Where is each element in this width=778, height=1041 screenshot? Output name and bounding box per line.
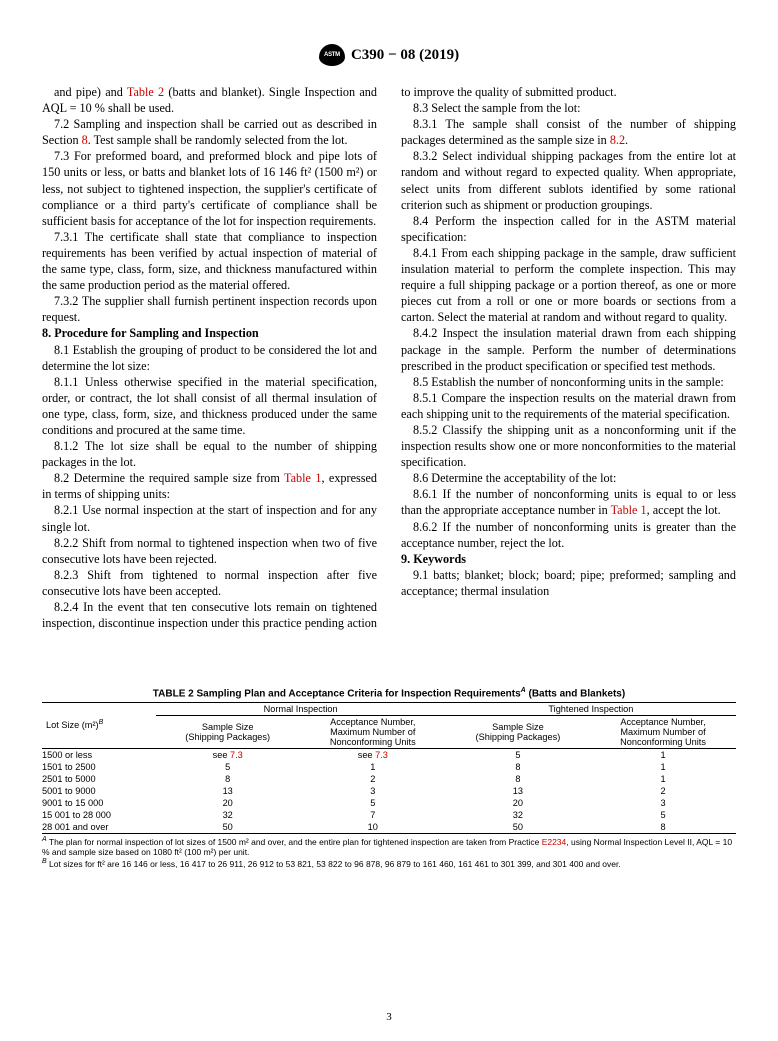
th-lot-size: Lot Size (m²)B (42, 702, 156, 748)
table-cell: 1501 to 2500 (42, 761, 156, 773)
table-cell: 8 (156, 773, 300, 785)
para-8-2-2: 8.2.2 Shift from normal to tightened ins… (42, 535, 377, 567)
table-cell: 2 (590, 785, 736, 797)
table-cell: 1 (590, 748, 736, 761)
table-cell: 1 (300, 761, 446, 773)
table-cell: 9001 to 15 000 (42, 797, 156, 809)
table-2-caption: TABLE 2 Sampling Plan and Acceptance Cri… (42, 687, 736, 699)
table-cell: 50 (446, 821, 590, 834)
para-8-1-2: 8.1.2 The lot size shall be equal to the… (42, 438, 377, 470)
th-tight-ss: Sample Size (Shipping Packages) (446, 715, 590, 748)
para-9-1: 9.1 batts; blanket; block; board; pipe; … (401, 567, 736, 599)
footnote-b: B Lot sizes for ft² are 16 146 or less, … (42, 858, 736, 869)
table-cell: 50 (156, 821, 300, 834)
th-norm-ss: Sample Size (Shipping Packages) (156, 715, 300, 748)
table-cell: 32 (446, 809, 590, 821)
table-row: 5001 to 9000133132 (42, 785, 736, 797)
para-8-3: 8.3 Select the sample from the lot: (401, 100, 736, 116)
para-8-3-1: 8.3.1 The sample shall consist of the nu… (401, 116, 736, 148)
table-cell: 28 001 and over (42, 821, 156, 834)
para-7-3-2: 7.3.2 The supplier shall furnish pertine… (42, 293, 377, 325)
para-7-1-cont: and pipe) and Table 2 (batts and blanket… (42, 84, 377, 116)
th-normal: Normal Inspection (156, 702, 446, 715)
table-cell: 3 (590, 797, 736, 809)
para-8-3-2: 8.3.2 Select individual shipping package… (401, 148, 736, 212)
table-cell: 5001 to 9000 (42, 785, 156, 797)
para-8-6: 8.6 Determine the acceptability of the l… (401, 470, 736, 486)
page-number: 3 (386, 1011, 392, 1023)
table-cell: 8 (446, 773, 590, 785)
table-cell: 20 (156, 797, 300, 809)
doc-designation: C390 − 08 (2019) (351, 47, 459, 64)
table-row: 1500 or lesssee 7.3see 7.351 (42, 748, 736, 761)
table-cell: 2501 to 5000 (42, 773, 156, 785)
table-row: 15 001 to 28 000327325 (42, 809, 736, 821)
table-cell: 8 (590, 821, 736, 834)
table-cell: 15 001 to 28 000 (42, 809, 156, 821)
e2234-ref: E2234 (542, 836, 567, 846)
table-cell: see 7.3 (300, 748, 446, 761)
para-8-4-2: 8.4.2 Inspect the insulation material dr… (401, 325, 736, 373)
table-2: Lot Size (m²)B Normal Inspection Tighten… (42, 702, 736, 834)
table-cell: 5 (590, 809, 736, 821)
table-2-footnotes: A The plan for normal inspection of lot … (42, 836, 736, 870)
para-7-2: 7.2 Sampling and inspection shall be car… (42, 116, 377, 148)
para-8-4: 8.4 Perform the inspection called for in… (401, 213, 736, 245)
para-8-1-1: 8.1.1 Unless otherwise specified in the … (42, 374, 377, 438)
table-cell: 2 (300, 773, 446, 785)
section82-ref: 8.2 (610, 133, 625, 147)
table-2-block: TABLE 2 Sampling Plan and Acceptance Cri… (42, 687, 736, 869)
para-8-5-1: 8.5.1 Compare the inspection results on … (401, 390, 736, 422)
body-columns: and pipe) and Table 2 (batts and blanket… (42, 84, 736, 631)
table-cell: see 7.3 (156, 748, 300, 761)
table-row: 9001 to 15 000205203 (42, 797, 736, 809)
table-cell: 1 (590, 761, 736, 773)
footnote-a: A The plan for normal inspection of lot … (42, 836, 736, 858)
para-8-2-1: 8.2.1 Use normal inspection at the start… (42, 502, 377, 534)
table-cell: 5 (446, 748, 590, 761)
table-cell: 10 (300, 821, 446, 834)
table1-ref-2: Table 1 (611, 503, 647, 517)
para-8-4-1: 8.4.1 From each shipping package in the … (401, 245, 736, 325)
astm-logo: ASTM (319, 44, 345, 66)
table-cell: 13 (446, 785, 590, 797)
table-cell: 5 (300, 797, 446, 809)
table-cell: 13 (156, 785, 300, 797)
para-8-5-2: 8.5.2 Classify the shipping unit as a no… (401, 422, 736, 470)
th-tight: Tightened Inspection (446, 702, 736, 715)
heading-9: 9. Keywords (401, 551, 736, 567)
heading-8: 8. Procedure for Sampling and Inspection (42, 325, 377, 341)
para-8-6-1: 8.6.1 If the number of nonconforming uni… (401, 486, 736, 518)
th-tight-an: Acceptance Number, Maximum Number of Non… (590, 715, 736, 748)
table-cell: 3 (300, 785, 446, 797)
para-8-1: 8.1 Establish the grouping of product to… (42, 342, 377, 374)
table-cell: 1 (590, 773, 736, 785)
table-row: 2501 to 50008281 (42, 773, 736, 785)
table-cell: 32 (156, 809, 300, 821)
table-cell: 7 (300, 809, 446, 821)
table1-ref: Table 1 (284, 471, 321, 485)
para-7-3-1: 7.3.1 The certificate shall state that c… (42, 229, 377, 293)
table-cell: 8 (446, 761, 590, 773)
para-8-5: 8.5 Establish the number of nonconformin… (401, 374, 736, 390)
para-8-2-3: 8.2.3 Shift from tightened to normal ins… (42, 567, 377, 599)
doc-header: ASTM C390 − 08 (2019) (42, 44, 736, 66)
table-row: 28 001 and over5010508 (42, 821, 736, 834)
table-cell: 5 (156, 761, 300, 773)
table2-ref: Table 2 (127, 85, 164, 99)
para-7-3: 7.3 For preformed board, and preformed b… (42, 148, 377, 228)
para-8-6-2: 8.6.2 If the number of nonconforming uni… (401, 519, 736, 551)
th-norm-an: Acceptance Number, Maximum Number of Non… (300, 715, 446, 748)
para-8-2: 8.2 Determine the required sample size f… (42, 470, 377, 502)
table-row: 1501 to 25005181 (42, 761, 736, 773)
table-cell: 20 (446, 797, 590, 809)
table-cell: 1500 or less (42, 748, 156, 761)
